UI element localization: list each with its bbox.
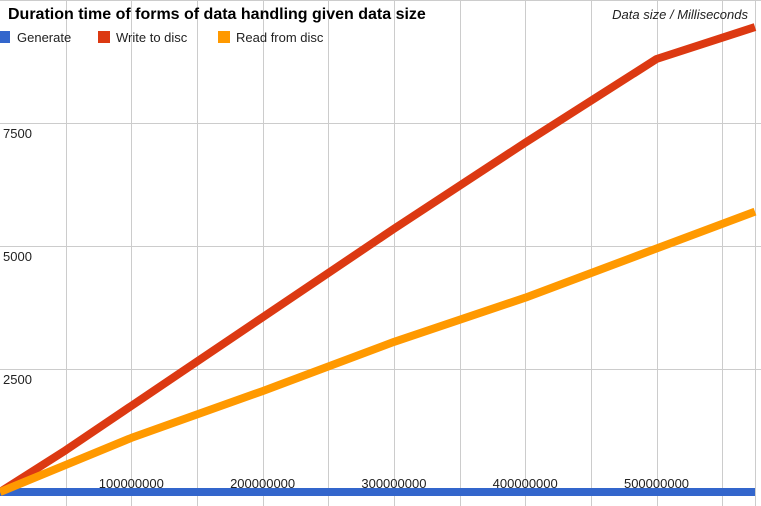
legend-label-generate: Generate	[17, 30, 71, 45]
legend-label-read-from-disc: Read from disc	[236, 30, 324, 45]
chart-title: Duration time of forms of data handling …	[8, 6, 426, 23]
x-tick-label: 200000000	[230, 476, 295, 491]
y-tick-label: 7500	[3, 126, 32, 141]
y-tick-label: 2500	[3, 372, 32, 387]
x-tick-label: 400000000	[493, 476, 558, 491]
legend-item-read-from-disc[interactable]: Read from disc	[218, 30, 324, 45]
tick-labels: 2500 5000 7500 100000000 200000000 300000000 4…	[3, 126, 689, 491]
x-tick-label: 100000000	[99, 476, 164, 491]
axis-units-note: Data size / Milliseconds	[612, 7, 748, 22]
y-tick-label: 5000	[3, 249, 32, 264]
legend-swatch-read-from-disc	[218, 31, 230, 43]
legend-item-write-to-disc[interactable]: Write to disc	[98, 30, 188, 45]
legend-label-write-to-disc: Write to disc	[116, 30, 188, 45]
legend-item-generate[interactable]: Generate	[0, 30, 71, 45]
series-lines	[0, 23, 757, 496]
x-tick-label: 500000000	[624, 476, 689, 491]
series-line-read-from-disc	[0, 207, 757, 496]
legend-swatch-generate	[0, 31, 10, 43]
legend-swatch-write-to-disc	[98, 31, 110, 43]
x-tick-label: 300000000	[361, 476, 426, 491]
series-line-write-to-disc	[0, 23, 757, 496]
legend: Generate Write to disc Read from disc	[0, 30, 324, 45]
